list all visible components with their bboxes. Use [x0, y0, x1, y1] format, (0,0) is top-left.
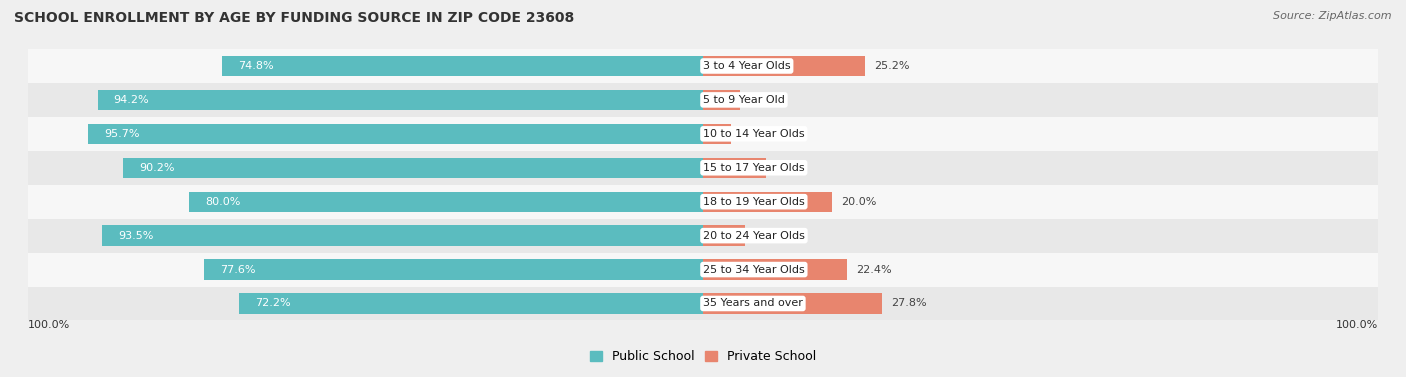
Text: 15 to 17 Year Olds: 15 to 17 Year Olds	[703, 163, 804, 173]
Bar	[703, 192, 831, 212]
Legend: Public School, Private School: Public School, Private School	[589, 350, 817, 363]
Bar	[239, 293, 703, 314]
Text: 35 Years and over: 35 Years and over	[703, 299, 803, 308]
Bar	[28, 151, 1378, 185]
Text: 25.2%: 25.2%	[875, 61, 910, 71]
Text: 100.0%: 100.0%	[28, 320, 70, 331]
Text: 25 to 34 Year Olds: 25 to 34 Year Olds	[703, 265, 804, 274]
Bar	[28, 219, 1378, 253]
Bar	[28, 83, 1378, 117]
Text: 20.0%: 20.0%	[841, 197, 876, 207]
Bar	[703, 259, 846, 280]
Text: 5.8%: 5.8%	[749, 95, 779, 105]
Text: 27.8%: 27.8%	[891, 299, 927, 308]
Bar	[103, 225, 703, 246]
Bar	[222, 56, 703, 76]
Bar	[28, 253, 1378, 287]
Bar	[703, 293, 882, 314]
Text: 18 to 19 Year Olds: 18 to 19 Year Olds	[703, 197, 804, 207]
Bar	[703, 225, 745, 246]
Text: 20 to 24 Year Olds: 20 to 24 Year Olds	[703, 231, 804, 241]
Bar	[28, 287, 1378, 320]
Text: 95.7%: 95.7%	[104, 129, 139, 139]
Bar	[703, 56, 865, 76]
Bar	[89, 124, 703, 144]
Bar	[97, 90, 703, 110]
Text: 4.3%: 4.3%	[741, 129, 769, 139]
Text: 90.2%: 90.2%	[139, 163, 174, 173]
Text: 80.0%: 80.0%	[205, 197, 240, 207]
Text: 100.0%: 100.0%	[1336, 320, 1378, 331]
Text: 93.5%: 93.5%	[118, 231, 153, 241]
Text: 72.2%: 72.2%	[254, 299, 291, 308]
Text: 77.6%: 77.6%	[221, 265, 256, 274]
Text: 94.2%: 94.2%	[114, 95, 149, 105]
Text: 10 to 14 Year Olds: 10 to 14 Year Olds	[703, 129, 804, 139]
Bar	[703, 158, 766, 178]
Bar	[28, 49, 1378, 83]
Bar	[703, 124, 731, 144]
Text: 74.8%: 74.8%	[238, 61, 274, 71]
Bar	[28, 185, 1378, 219]
Text: 22.4%: 22.4%	[856, 265, 893, 274]
Text: 5 to 9 Year Old: 5 to 9 Year Old	[703, 95, 785, 105]
Text: 6.5%: 6.5%	[755, 231, 783, 241]
Bar	[188, 192, 703, 212]
Bar	[204, 259, 703, 280]
Text: SCHOOL ENROLLMENT BY AGE BY FUNDING SOURCE IN ZIP CODE 23608: SCHOOL ENROLLMENT BY AGE BY FUNDING SOUR…	[14, 11, 574, 25]
Text: 3 to 4 Year Olds: 3 to 4 Year Olds	[703, 61, 790, 71]
Bar	[703, 90, 741, 110]
Bar	[28, 117, 1378, 151]
Text: 9.8%: 9.8%	[776, 163, 804, 173]
Bar	[124, 158, 703, 178]
Text: Source: ZipAtlas.com: Source: ZipAtlas.com	[1274, 11, 1392, 21]
